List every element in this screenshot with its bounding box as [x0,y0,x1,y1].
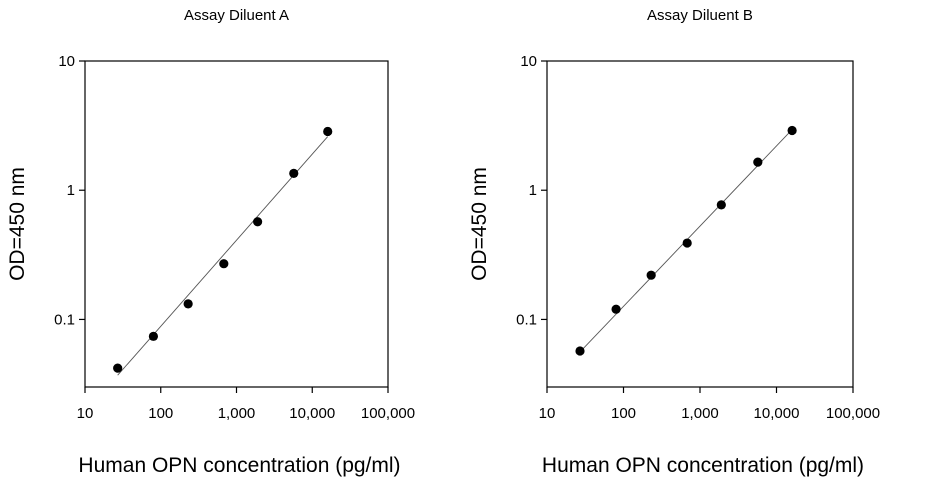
x-tick-label: 100 [611,405,636,422]
y-axis-label: OD=450 nm [468,167,491,281]
data-point [148,331,159,341]
y-axis-label: OD=450 nm [6,167,29,281]
data-point [219,259,229,269]
x-tick-label: 1,000 [218,405,256,422]
chart-title: Assay Diluent B [647,7,753,24]
x-tick-label: 10 [539,405,556,422]
x-tick-label: 100,000 [826,405,880,422]
x-tick-label: 100,000 [361,405,415,422]
data-point [753,157,763,167]
data-point [289,168,299,178]
data-point [611,304,621,314]
x-axis-label: Human OPN concentration (pg/ml) [78,454,400,477]
data-point [682,238,692,248]
x-tick-label: 10,000 [754,405,800,422]
chart-panel-1: Assay Diluent A 0.1 1 10 10 100 1,000 10,000 100… [6,7,415,477]
y-tick-label: 0.1 [516,311,537,328]
x-tick-label: 10,000 [289,405,335,422]
data-point [183,299,193,309]
data-point [113,363,123,373]
y-tick-label: 1 [529,182,537,199]
y-tick-label: 10 [58,53,75,70]
data-point [787,125,797,136]
data-point [716,200,726,210]
chart-title: Assay Diluent A [184,7,289,24]
x-tick-label: 100 [148,405,173,422]
x-tick-label: 1,000 [681,405,719,422]
x-axis-label: Human OPN concentration (pg/ml) [542,454,864,477]
plot-frame [84,60,389,388]
y-tick-label: 1 [67,182,75,199]
data-point [253,217,263,227]
y-tick-label: 0.1 [54,311,75,328]
data-point [575,346,585,356]
x-tick-label: 10 [77,405,94,422]
data-point [646,270,656,280]
chart-panel-2: Assay Diluent B 0.1 1 10 10 100 1,000 10,000 100… [468,7,880,477]
y-tick-label: 10 [520,53,537,70]
data-point [323,126,333,137]
